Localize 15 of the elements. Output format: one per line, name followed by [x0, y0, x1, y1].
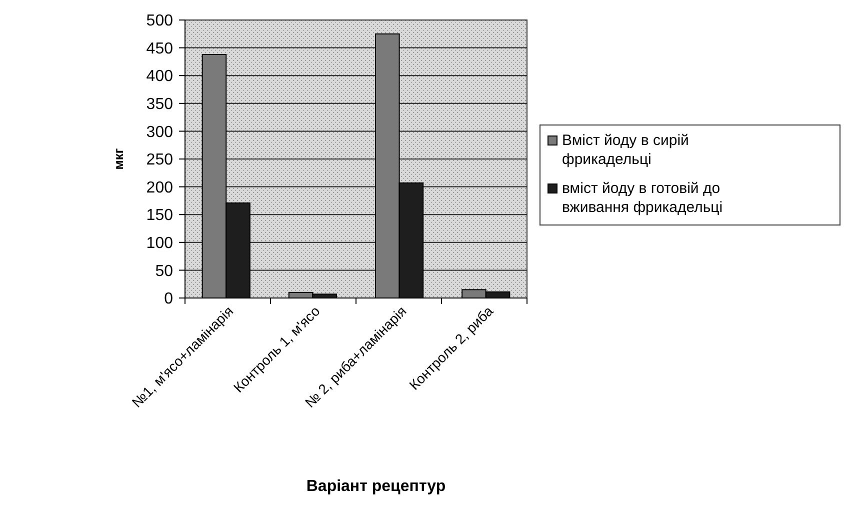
legend-label: Вміст йоду в сирій фрикадельці [562, 132, 689, 168]
y-tick-label: 300 [146, 124, 174, 141]
legend-label: вміст йоду в готовій до вживання фрикадельці [562, 180, 723, 216]
y-tick-label: 450 [146, 40, 174, 58]
y-tick-label: 200 [146, 179, 174, 196]
y-tick-label: 50 [155, 262, 174, 280]
y-tick-label: 350 [146, 96, 174, 113]
y-tick-label: 250 [146, 152, 174, 169]
y-axis-title: мкг [111, 148, 126, 170]
y-tick-label: 500 [146, 12, 174, 30]
x-axis-title: Варіант рецептур [306, 478, 446, 495]
y-tick-label: 150 [146, 207, 174, 224]
y-tick-label: 400 [146, 68, 174, 86]
y-tick-label: 0 [164, 290, 174, 308]
y-tick-label: 100 [146, 235, 174, 252]
